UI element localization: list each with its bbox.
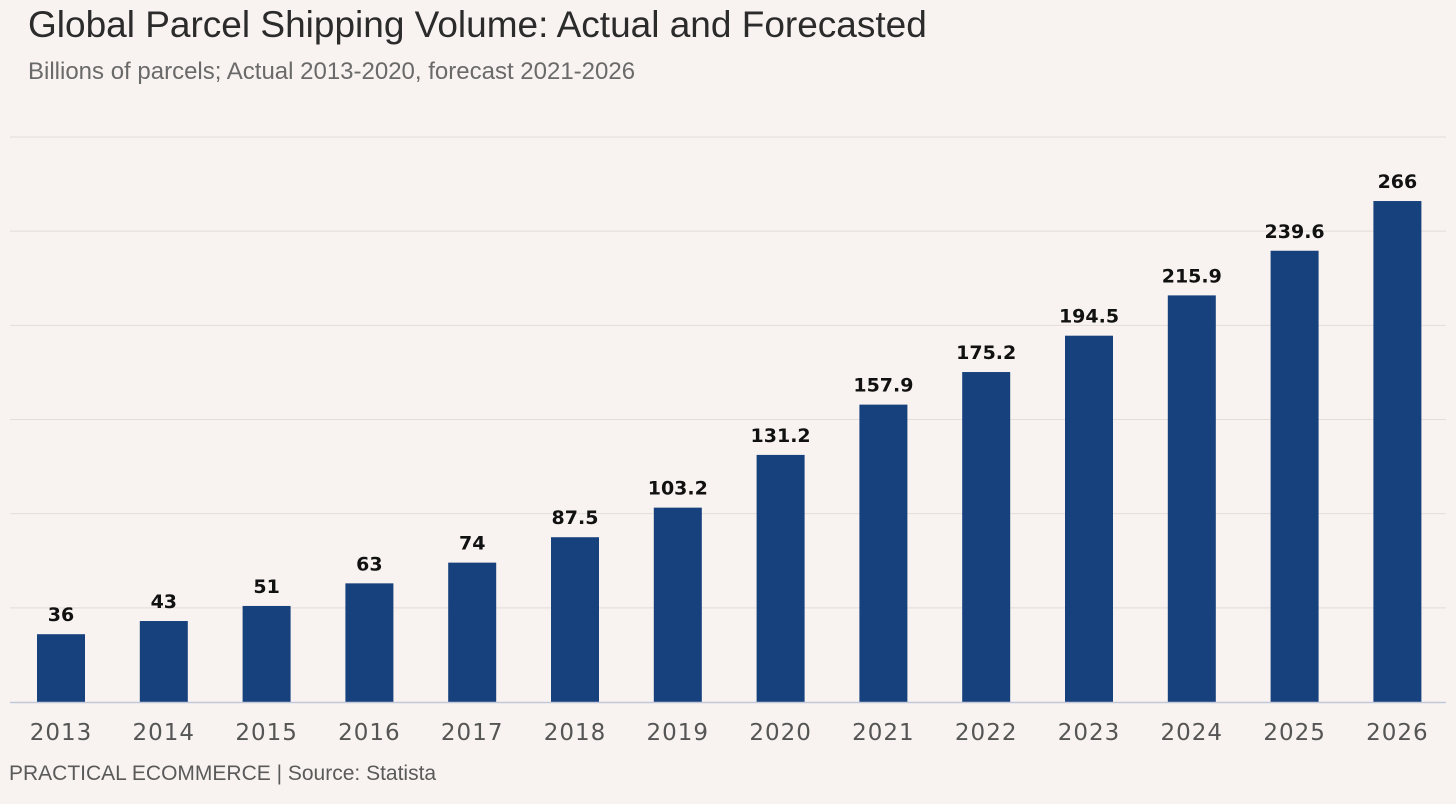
bar [756, 454, 805, 702]
data-label: 194.5 [1059, 306, 1119, 328]
x-tick-label: 2019 [647, 720, 710, 746]
chart-subtitle: Billions of parcels; Actual 2013-2020, f… [28, 58, 636, 85]
x-tick-label: 2018 [544, 720, 607, 746]
bar [962, 372, 1011, 702]
data-label: 266 [1378, 171, 1418, 193]
x-tick-label: 2026 [1366, 720, 1429, 746]
bar [345, 583, 394, 702]
data-label: 51 [253, 576, 279, 598]
x-tick-label: 2014 [133, 720, 196, 746]
data-label: 157.9 [853, 375, 913, 397]
data-label: 103.2 [648, 478, 708, 500]
data-label: 63 [356, 553, 382, 575]
bar [1373, 201, 1422, 703]
bar [1167, 295, 1216, 702]
bar [139, 621, 188, 702]
x-tick-label: 2024 [1161, 720, 1224, 746]
x-tick-label: 2022 [955, 720, 1018, 746]
data-label: 36 [48, 604, 74, 626]
bar [1270, 250, 1319, 702]
data-label: 87.5 [552, 507, 599, 529]
x-tick-label: 2025 [1263, 720, 1326, 746]
data-label: 215.9 [1162, 265, 1222, 287]
source-footer: PRACTICAL ECOMMERCE | Source: Statista [9, 762, 437, 785]
bar [653, 507, 702, 702]
chart-title: Global Parcel Shipping Volume: Actual an… [28, 4, 927, 45]
x-tick-label: 2017 [441, 720, 504, 746]
data-label: 175.2 [956, 342, 1016, 364]
bar [859, 404, 908, 702]
data-label: 131.2 [751, 425, 811, 447]
bar [1065, 335, 1113, 702]
x-tick-label: 2015 [235, 720, 298, 746]
data-label: 239.6 [1265, 221, 1325, 243]
x-tick-label: 2021 [852, 720, 915, 746]
bar [448, 562, 497, 702]
x-tick-label: 2023 [1058, 720, 1121, 746]
bar [551, 537, 599, 702]
x-tick-label: 2013 [30, 720, 93, 746]
x-tick-label: 2016 [338, 720, 401, 746]
bar [242, 605, 291, 702]
x-tick-label: 2020 [749, 720, 812, 746]
data-label: 43 [151, 591, 177, 613]
bar [37, 634, 85, 702]
data-label: 74 [459, 533, 485, 555]
